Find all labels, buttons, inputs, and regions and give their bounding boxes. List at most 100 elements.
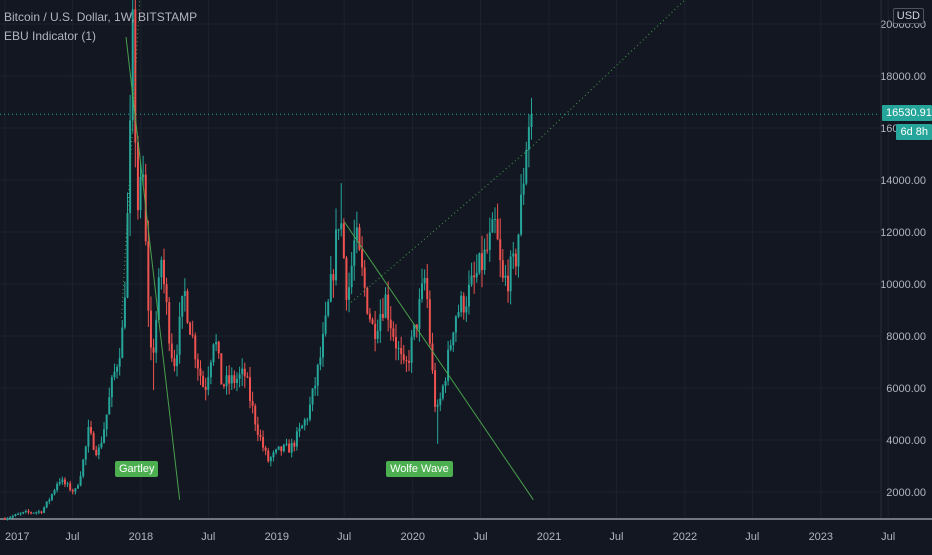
candle-down[interactable] [251, 391, 254, 414]
candle-down[interactable] [204, 377, 207, 401]
candle-down[interactable] [496, 203, 499, 241]
candle-down[interactable] [342, 218, 345, 259]
candle-up[interactable] [157, 268, 160, 323]
candle-up[interactable] [488, 217, 491, 262]
candle-down[interactable] [288, 439, 291, 453]
candle-up[interactable] [74, 488, 77, 495]
pattern-trendline-dotted[interactable] [121, 0, 143, 318]
candle-up[interactable] [212, 343, 215, 366]
indicator-label[interactable]: EBU Indicator (1) [4, 29, 97, 43]
candle-down[interactable] [434, 362, 437, 413]
candle-up[interactable] [444, 377, 447, 393]
candle-up[interactable] [525, 141, 528, 186]
candle-up[interactable] [87, 419, 90, 453]
candle-up[interactable] [241, 358, 244, 387]
candle-up[interactable] [512, 241, 515, 269]
candle-down[interactable] [259, 429, 262, 441]
candle-down[interactable] [501, 249, 504, 282]
candle-down[interactable] [90, 420, 93, 436]
candle-up[interactable] [397, 341, 400, 361]
candle-down[interactable] [428, 290, 431, 348]
candle-down[interactable] [199, 360, 202, 385]
candle-up[interactable] [105, 414, 108, 437]
candle-up[interactable] [470, 262, 473, 287]
candle-down[interactable] [217, 340, 220, 359]
candle-up[interactable] [348, 272, 351, 313]
candle-down[interactable] [191, 320, 194, 339]
candle-up[interactable] [66, 481, 69, 488]
candle-up[interactable] [207, 366, 210, 396]
candle-up[interactable] [123, 281, 126, 330]
candle-down[interactable] [243, 362, 246, 388]
candle-up[interactable] [316, 363, 319, 396]
candle-down[interactable] [92, 431, 95, 451]
candle-up[interactable] [155, 311, 158, 363]
candle-down[interactable] [202, 370, 205, 388]
candle-up[interactable] [113, 363, 116, 381]
candle-up[interactable] [527, 114, 530, 168]
candle-down[interactable] [374, 310, 377, 352]
candle-up[interactable] [183, 278, 186, 312]
candle-up[interactable] [509, 250, 512, 305]
candle-down[interactable] [402, 345, 405, 364]
candle-down[interactable] [267, 448, 270, 463]
candle-up[interactable] [327, 298, 330, 318]
candle-down[interactable] [173, 349, 176, 372]
candle-down[interactable] [462, 292, 465, 320]
candle-down[interactable] [332, 269, 335, 298]
candle-down[interactable] [486, 233, 489, 254]
candle-down[interactable] [480, 235, 483, 288]
candle-up[interactable] [314, 377, 317, 396]
candle-up[interactable] [32, 512, 35, 514]
candle-up[interactable] [45, 501, 48, 509]
candle-up[interactable] [494, 207, 497, 234]
candle-down[interactable] [264, 445, 267, 456]
candle-up[interactable] [319, 346, 322, 371]
candle-up[interactable] [467, 270, 470, 315]
candle-up[interactable] [121, 319, 124, 359]
candle-up[interactable] [118, 347, 121, 376]
candle-up[interactable] [436, 399, 439, 444]
candle-up[interactable] [9, 515, 12, 520]
pattern-label-gartley[interactable]: Gartley [115, 460, 159, 477]
candle-down[interactable] [27, 508, 30, 515]
candle-up[interactable] [460, 290, 463, 317]
candle-up[interactable] [53, 488, 56, 496]
candle-up[interactable] [215, 333, 218, 352]
candle-up[interactable] [530, 97, 533, 140]
candle-down[interactable] [254, 403, 257, 432]
candle-up[interactable] [321, 322, 324, 368]
drawings[interactable] [121, 0, 771, 501]
candle-up[interactable] [110, 374, 113, 408]
candle-down[interactable] [293, 440, 296, 452]
candle-down[interactable] [407, 350, 410, 372]
candle-up[interactable] [295, 427, 298, 451]
candle-up[interactable] [520, 174, 523, 237]
candle-up[interactable] [17, 512, 20, 515]
candle-down[interactable] [514, 248, 517, 276]
candle-down[interactable] [220, 353, 223, 385]
candle-down[interactable] [222, 383, 225, 389]
candle-down[interactable] [147, 220, 150, 327]
candle-up[interactable] [517, 233, 520, 278]
candle-up[interactable] [522, 168, 525, 205]
candle-up[interactable] [337, 228, 340, 240]
candle-up[interactable] [504, 264, 507, 287]
candle-up[interactable] [282, 443, 285, 453]
candle-down[interactable] [71, 488, 74, 495]
candle-up[interactable] [116, 364, 119, 379]
symbol-title[interactable]: Bitcoin / U.S. Dollar, 1W, BITSTAMP [4, 10, 198, 24]
candle-down[interactable] [366, 286, 369, 315]
candle-down[interactable] [256, 416, 259, 442]
candle-up[interactable] [82, 458, 85, 479]
candle-up[interactable] [413, 323, 416, 341]
candle-down[interactable] [233, 370, 236, 389]
candle-up[interactable] [272, 450, 275, 462]
candle-up[interactable] [100, 436, 103, 450]
candle-up[interactable] [306, 417, 309, 426]
candle-down[interactable] [152, 338, 155, 391]
candle-up[interactable] [423, 269, 426, 291]
candle-up[interactable] [24, 509, 27, 514]
